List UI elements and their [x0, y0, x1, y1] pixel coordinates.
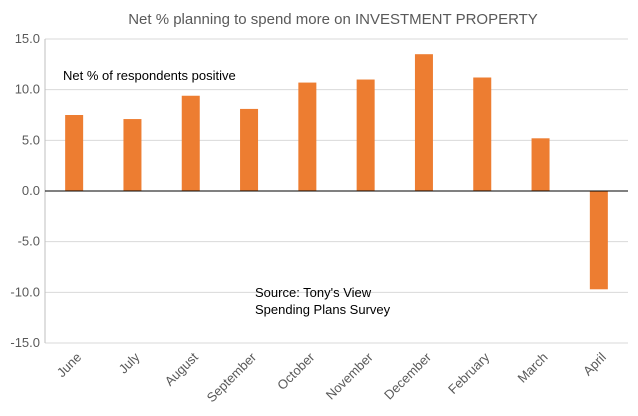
x-tick-label: September: [204, 349, 260, 405]
x-tick-label: April: [580, 349, 609, 378]
x-tick-label: July: [116, 349, 143, 376]
y-tick-labels: 15.0 10.0 5.0 0.0 -5.0 -10.0 -15.0: [10, 31, 40, 350]
y-tick-label: -5.0: [18, 234, 40, 249]
bar-september: [240, 108, 259, 191]
x-tick-label: March: [515, 350, 551, 386]
bar-march: [531, 138, 550, 191]
respondents-label: Net % of respondents positive: [63, 68, 236, 83]
source-line-1: Source: Tony's View: [255, 285, 372, 300]
bar-august: [181, 95, 200, 191]
x-tick-label: November: [323, 349, 376, 402]
bars: [65, 54, 608, 290]
y-tick-label: 10.0: [15, 82, 40, 97]
bar-november: [356, 79, 375, 191]
x-tick-label: June: [54, 350, 85, 381]
bar-july: [123, 119, 142, 191]
axes: [44, 39, 628, 343]
y-tick-label: 5.0: [22, 132, 40, 147]
x-tick-labels: June July August September October November De…: [54, 349, 609, 405]
bar-june: [65, 115, 84, 191]
bar-october: [298, 82, 317, 191]
x-tick-label: December: [381, 349, 434, 402]
source-line-2: Spending Plans Survey: [255, 302, 391, 317]
y-tick-label: 15.0: [15, 31, 40, 46]
bar-april: [589, 191, 608, 290]
gridlines: [45, 38, 628, 344]
chart-title: Net % planning to spend more on INVESTME…: [128, 11, 538, 28]
x-tick-label: August: [162, 349, 201, 388]
y-tick-label: 0.0: [22, 183, 40, 198]
y-tick-label: -15.0: [10, 335, 40, 350]
x-tick-label: February: [445, 349, 493, 397]
y-tick-label: -10.0: [10, 284, 40, 299]
bar-december: [414, 54, 433, 192]
x-tick-label: October: [274, 349, 318, 393]
bar-february: [473, 77, 492, 191]
